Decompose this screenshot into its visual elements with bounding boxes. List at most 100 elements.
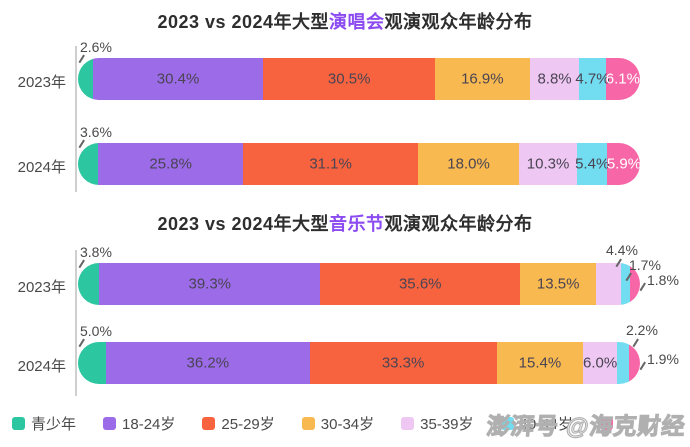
segment-value-label: 6.1%	[605, 70, 640, 88]
segment-value-callout: 3.6%	[80, 124, 112, 140]
festival-chart-axis-line	[75, 250, 77, 396]
title-suffix: 观演观众年龄分布	[384, 214, 533, 234]
bar-segment: 6.1%	[605, 58, 640, 100]
bar-segment: 16.9%	[434, 58, 530, 100]
segment-value-label: 39.3%	[188, 275, 232, 293]
segment-value-label: 10.3%	[526, 155, 570, 173]
bar-segment: 30.5%	[263, 58, 435, 100]
segment-value-label: 31.1%	[309, 155, 352, 173]
segment-value-label: 6.0%	[582, 354, 618, 372]
title-highlight: 演唱会	[329, 12, 385, 32]
segment-value-callout: 3.8%	[80, 244, 112, 260]
festival-chart-title: 2023 vs 2024年大型音乐节观演观众年龄分布	[0, 210, 690, 236]
stacked-bar: 30.4% 30.5% 16.9% 8.8% 4.7% 6.1%	[78, 58, 640, 100]
segment-value-label: 35.6%	[398, 275, 442, 293]
segment-value-callout: 5.0%	[80, 323, 112, 339]
bar-segment: 31.1%	[243, 143, 418, 185]
legend-label: 35-39岁	[420, 416, 474, 433]
bar-segment	[629, 342, 640, 384]
bar-segment: 25.8%	[98, 143, 244, 185]
stacked-bar: 25.8% 31.1% 18.0% 10.3% 5.4% 5.9%	[78, 143, 640, 185]
legend-swatch	[301, 417, 315, 430]
bar-segment: 6.0%	[583, 342, 617, 384]
festival-2024-bar: 36.2% 33.3% 15.4% 6.0% 5.0% 2.2% 1.9%	[78, 322, 679, 384]
concert-2023-bar: 30.4% 30.5% 16.9% 8.8% 4.7% 6.1% 2.6%	[78, 39, 640, 100]
segment-value-callout: 4.4%	[606, 242, 638, 258]
segment-value-callout: 2.6%	[80, 39, 112, 55]
concert-chart-axis-line	[75, 46, 77, 192]
legend: 青少年 18-24岁 25-29岁 30-34岁 35-39岁 40-44岁	[12, 413, 619, 434]
concert-2024-row-label: 2024年	[17, 159, 66, 176]
segment-value-label: 30.5%	[327, 70, 371, 88]
bar-segment: 33.3%	[309, 342, 497, 384]
legend-label: 18-24岁	[122, 416, 176, 433]
segment-value-callout: 1.7%	[629, 257, 661, 273]
title-prefix: 2023 vs 2024年大型	[157, 12, 330, 32]
title-suffix: 观演观众年龄分布	[384, 12, 533, 32]
festival-2023-row-label: 2023年	[17, 279, 66, 296]
segment-value-label: 13.5%	[536, 275, 580, 293]
bar-segment: 18.0%	[417, 143, 520, 185]
legend-swatch	[202, 417, 216, 430]
bar-segment: 4.7%	[575, 58, 610, 100]
segment-value-label: 25.8%	[149, 155, 192, 173]
title-prefix: 2023 vs 2024年大型	[157, 214, 330, 234]
festival-2023-bar: 39.3% 35.6% 13.5% 3.8% 4.4% 1.7% 1.8%	[78, 242, 679, 305]
segment-value-label: 33.3%	[381, 354, 425, 372]
concert-2024-bar: 25.8% 31.1% 18.0% 10.3% 5.4% 5.9% 3.6%	[78, 124, 640, 185]
concert-chart-title: 2023 vs 2024年大型演唱会观演观众年龄分布	[0, 8, 690, 34]
stacked-bar: 39.3% 35.6% 13.5%	[78, 263, 640, 305]
bar-segment	[78, 263, 100, 305]
segment-value-label: 30.4%	[156, 70, 200, 88]
legend-swatch	[401, 417, 415, 430]
concert-2023-row-label: 2023年	[17, 74, 66, 91]
segment-value-label: 5.9%	[606, 155, 640, 173]
bar-segment	[616, 342, 630, 384]
bar-segment: 15.4%	[496, 342, 584, 384]
bar-segment: 10.3%	[519, 143, 578, 185]
legend-item: 青少年	[12, 413, 76, 434]
segment-value-label: 5.4%	[575, 155, 610, 173]
segment-value-callout: 1.8%	[647, 272, 679, 288]
bar-segment	[78, 342, 107, 384]
legend-item: 18-24岁	[103, 413, 175, 434]
legend-item: 35-39岁	[401, 413, 474, 434]
legend-label: 青少年	[31, 416, 77, 433]
segment-value-label: 4.7%	[575, 70, 610, 88]
legend-item: 30-34岁	[301, 413, 374, 434]
segment-value-label: 18.0%	[447, 155, 490, 173]
segment-value-callout: 2.2%	[626, 322, 658, 338]
bar-segment: 13.5%	[520, 263, 597, 305]
bar-segment	[630, 263, 640, 305]
bar-segment: 5.9%	[607, 143, 640, 185]
segment-value-label: 36.2%	[186, 354, 230, 372]
legend-swatch	[12, 417, 25, 430]
legend-item	[599, 417, 619, 430]
segment-value-label: 8.8%	[537, 70, 572, 88]
legend-swatch	[500, 417, 514, 430]
legend-item: 25-29岁	[202, 413, 275, 434]
title-highlight: 音乐节	[329, 214, 385, 234]
legend-swatch	[599, 417, 613, 430]
bar-segment	[620, 263, 631, 305]
bar-segment: 5.4%	[575, 143, 610, 185]
bar-segment	[78, 143, 99, 185]
bar-segment: 36.2%	[106, 342, 310, 384]
legend-label: 25-29岁	[221, 416, 275, 433]
stacked-bar: 36.2% 33.3% 15.4% 6.0%	[78, 342, 640, 384]
segment-value-label: 16.9%	[461, 70, 504, 88]
festival-2024-row-label: 2024年	[17, 358, 66, 375]
bar-segment: 39.3%	[99, 263, 321, 305]
bar-segment: 35.6%	[320, 263, 521, 305]
segment-value-label: 15.4%	[518, 354, 562, 372]
watermark: 澎湃号 @海克财经	[485, 412, 688, 439]
legend-swatch	[103, 417, 117, 430]
legend-item: 40-44岁	[500, 413, 573, 434]
bar-segment: 8.8%	[529, 58, 580, 100]
legend-label: 40-44岁	[519, 416, 573, 433]
bar-segment: 30.4%	[92, 58, 264, 100]
bar-segment	[78, 58, 93, 100]
segment-value-callout: 1.9%	[647, 351, 679, 367]
bar-segment	[596, 263, 621, 305]
